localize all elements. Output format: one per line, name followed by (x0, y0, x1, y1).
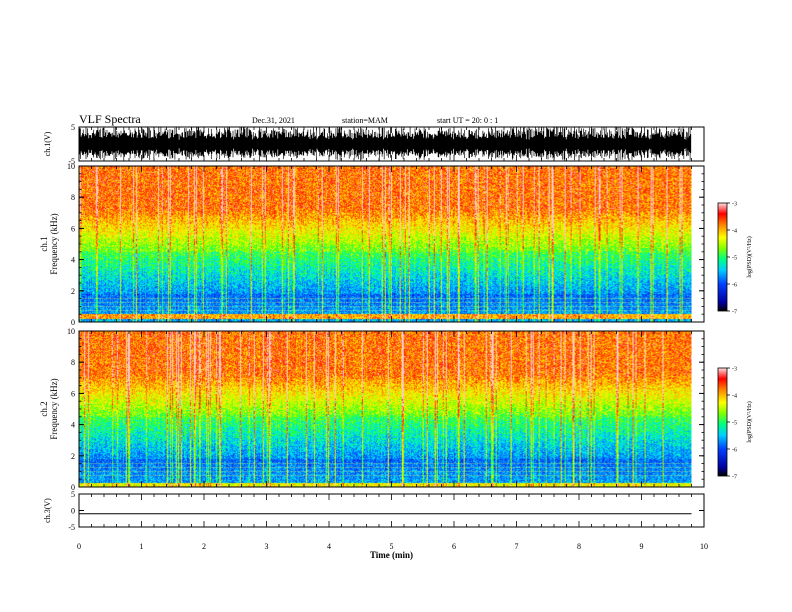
y-tick-label: -5 (68, 157, 75, 166)
y-axis-label: ch.1(V) (43, 131, 52, 156)
colorbar-gradient (717, 367, 728, 477)
colorbar-label: log(PSD)(V²/Hz) (746, 236, 753, 277)
y-axis-label: Frequency (kHz) (49, 378, 59, 439)
y-tick-label: 2 (71, 452, 75, 461)
y-tick-label: 0 (71, 483, 75, 492)
y-tick-label: 8 (71, 193, 75, 202)
start-time-label: start UT = 20: 0 : 1 (437, 116, 498, 125)
y-tick-label: 10 (67, 327, 75, 336)
figure-title: VLF Spectra (79, 112, 141, 126)
x-tick-label: 8 (577, 542, 581, 551)
y-tick-label: 6 (71, 389, 75, 398)
x-tick-label: 6 (452, 542, 456, 551)
y-tick-label: 4 (71, 421, 75, 430)
y-axis-label: ch.3(V) (43, 498, 52, 523)
spectrogram-ch2-panel: 0 2 4 6 8 10 ch.2 Frequency (kHz) (39, 327, 705, 492)
colorbar-label: log(PSD)(V²/Hz) (746, 401, 753, 442)
y-tick-label: -5 (68, 523, 75, 532)
y-tick-label: 0 (71, 318, 75, 327)
x-tick-label: 4 (327, 542, 331, 551)
y-tick-label: 5 (71, 490, 75, 499)
colorbar-gradient (717, 202, 728, 312)
date-label: Dec.31, 2021 (252, 116, 295, 125)
colorbar-tick-label: -3 (732, 202, 737, 208)
colorbar-tick-label: -7 (732, 475, 737, 481)
colorbar-tick-label: -5 (732, 256, 737, 262)
x-tick-label: 9 (640, 542, 644, 551)
x-tick-label: 7 (515, 542, 519, 551)
x-tick-label: 1 (140, 542, 144, 551)
y-tick-label: 4 (71, 256, 75, 265)
y-tick-label: 8 (71, 358, 75, 367)
colorbar-tick-label: -5 (732, 421, 737, 427)
colorbar-tick-label: -4 (732, 394, 737, 400)
waveform-ch3-panel: 5 0 -5 ch.3(V) (43, 490, 705, 532)
y-tick-label: 10 (67, 162, 75, 171)
y-tick-label: 6 (71, 224, 75, 233)
x-tick-label: 0 (77, 542, 81, 551)
colorbar-tick-label: -7 (732, 310, 737, 316)
y-tick-label: 5 (71, 123, 75, 132)
y-tick-label: 0 (71, 507, 75, 516)
colorbar-ch2: -3 -4 -5 -6 -7 log(PSD)(V²/Hz) (717, 367, 753, 481)
colorbar-ch1: -3 -4 -5 -6 -7 log(PSD)(V²/Hz) (717, 202, 753, 316)
colorbar-tick-label: -6 (732, 283, 737, 289)
station-label: station=MAM (342, 116, 388, 125)
spectrogram-image (79, 166, 692, 322)
x-tick-label: 3 (265, 542, 269, 551)
y-axis-label: Frequency (kHz) (49, 213, 59, 274)
x-tick-label: 2 (202, 542, 206, 551)
colorbar-tick-label: -6 (732, 448, 737, 454)
y-tick-label: 2 (71, 287, 75, 296)
waveform-ch1-trace (78, 127, 692, 161)
x-axis-label: Time (min) (370, 550, 413, 560)
waveform-ch1-panel: 5 -5 ch.1(V) (43, 123, 705, 166)
x-tick-label: 10 (700, 542, 708, 551)
colorbar-tick-label: -3 (732, 367, 737, 373)
x-tick-label: 5 (390, 542, 394, 551)
spectrogram-ch1-panel: 0 2 4 6 8 10 ch.1 Frequency (kHz) (39, 162, 705, 327)
colorbar-tick-label: -4 (732, 229, 737, 235)
spectrogram-image (79, 331, 692, 487)
y-axis-label-channel: ch.2 (39, 401, 49, 416)
y-axis-label-channel: ch.1 (39, 236, 49, 251)
time-axis: 0 1 2 3 4 5 6 7 8 9 10 Time (min) (77, 542, 708, 560)
